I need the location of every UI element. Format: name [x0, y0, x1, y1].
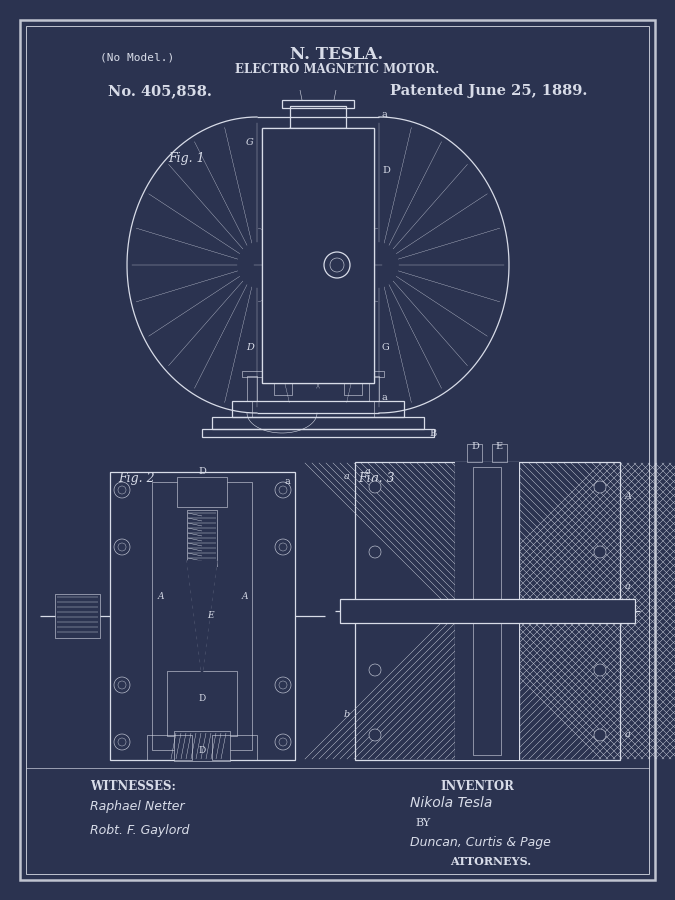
Text: WITNESSES:: WITNESSES:	[90, 780, 176, 793]
Text: Fig. 2: Fig. 2	[118, 472, 155, 485]
Text: b: b	[344, 710, 350, 719]
Text: B: B	[429, 429, 436, 438]
Circle shape	[594, 481, 606, 493]
Text: a: a	[284, 477, 290, 486]
Text: E: E	[207, 611, 213, 620]
Text: a: a	[625, 582, 631, 591]
Circle shape	[594, 546, 606, 558]
Circle shape	[275, 677, 291, 693]
Bar	[455, 462, 519, 760]
Bar	[344, 383, 362, 395]
Text: G: G	[382, 343, 389, 352]
Text: a: a	[365, 467, 371, 476]
Text: Nikola Tesla: Nikola Tesla	[410, 796, 492, 810]
Circle shape	[279, 738, 287, 746]
Circle shape	[369, 664, 381, 676]
Text: No. 405,858.: No. 405,858.	[108, 84, 212, 98]
Circle shape	[324, 252, 350, 278]
Bar	[492, 444, 507, 462]
Circle shape	[114, 539, 130, 555]
Circle shape	[279, 543, 287, 551]
Text: E: E	[495, 442, 503, 451]
Text: Fig. 3: Fig. 3	[358, 472, 395, 485]
Circle shape	[118, 681, 126, 689]
Text: ATTORNEYS.: ATTORNEYS.	[450, 856, 531, 867]
Bar	[212, 735, 257, 760]
Text: a: a	[382, 393, 387, 402]
Circle shape	[114, 482, 130, 498]
Circle shape	[594, 729, 606, 741]
Bar	[467, 444, 482, 462]
Bar	[340, 599, 635, 623]
Bar	[147, 735, 192, 760]
Text: a: a	[344, 472, 350, 481]
Bar	[262, 128, 374, 383]
Text: D: D	[198, 694, 206, 703]
Bar	[247, 376, 257, 401]
Circle shape	[114, 734, 130, 750]
Circle shape	[114, 677, 130, 693]
Bar	[177, 477, 227, 507]
Bar	[55, 594, 100, 638]
Bar	[152, 482, 252, 750]
Circle shape	[279, 486, 287, 494]
Circle shape	[275, 734, 291, 750]
Text: D: D	[471, 442, 479, 451]
Bar	[262, 128, 374, 383]
Bar	[274, 383, 292, 395]
Circle shape	[118, 738, 126, 746]
Polygon shape	[187, 561, 217, 676]
Bar	[232, 401, 404, 417]
Bar	[174, 731, 230, 761]
Text: Patented June 25, 1889.: Patented June 25, 1889.	[390, 84, 587, 98]
Circle shape	[279, 681, 287, 689]
Circle shape	[275, 482, 291, 498]
Text: ELECTRO MAGNETIC MOTOR.: ELECTRO MAGNETIC MOTOR.	[235, 63, 439, 76]
Circle shape	[369, 481, 381, 493]
Circle shape	[275, 539, 291, 555]
Text: D: D	[198, 467, 206, 476]
Text: A: A	[625, 492, 632, 501]
Bar	[187, 510, 217, 566]
Text: BY: BY	[415, 818, 430, 828]
Bar	[473, 467, 501, 755]
Text: Fig. 1: Fig. 1	[168, 152, 205, 165]
Text: Robt. F. Gaylord: Robt. F. Gaylord	[90, 824, 190, 837]
Text: D: D	[198, 746, 206, 755]
Text: Duncan, Curtis & Page: Duncan, Curtis & Page	[410, 836, 551, 849]
Text: (No Model.): (No Model.)	[100, 52, 174, 62]
Bar	[212, 417, 424, 429]
Circle shape	[369, 546, 381, 558]
Bar	[202, 429, 434, 437]
Text: INVENTOR: INVENTOR	[440, 780, 514, 793]
Bar	[167, 671, 237, 736]
Bar	[110, 472, 295, 760]
Text: a: a	[625, 730, 631, 739]
Circle shape	[118, 543, 126, 551]
Bar	[355, 462, 620, 760]
Bar	[282, 100, 354, 108]
Text: A: A	[157, 592, 164, 601]
Circle shape	[594, 664, 606, 676]
Text: G: G	[246, 138, 254, 147]
Bar	[290, 106, 346, 128]
Bar	[242, 371, 262, 377]
Text: Raphael Netter: Raphael Netter	[90, 800, 185, 813]
Circle shape	[118, 486, 126, 494]
Circle shape	[330, 258, 344, 272]
Text: N. TESLA.: N. TESLA.	[290, 46, 383, 63]
Text: D: D	[246, 343, 254, 352]
Text: D: D	[382, 166, 390, 175]
Text: a: a	[382, 110, 387, 119]
Bar	[262, 128, 374, 383]
Bar	[364, 371, 384, 377]
Text: A: A	[242, 592, 248, 601]
Bar	[369, 376, 379, 401]
Circle shape	[369, 729, 381, 741]
